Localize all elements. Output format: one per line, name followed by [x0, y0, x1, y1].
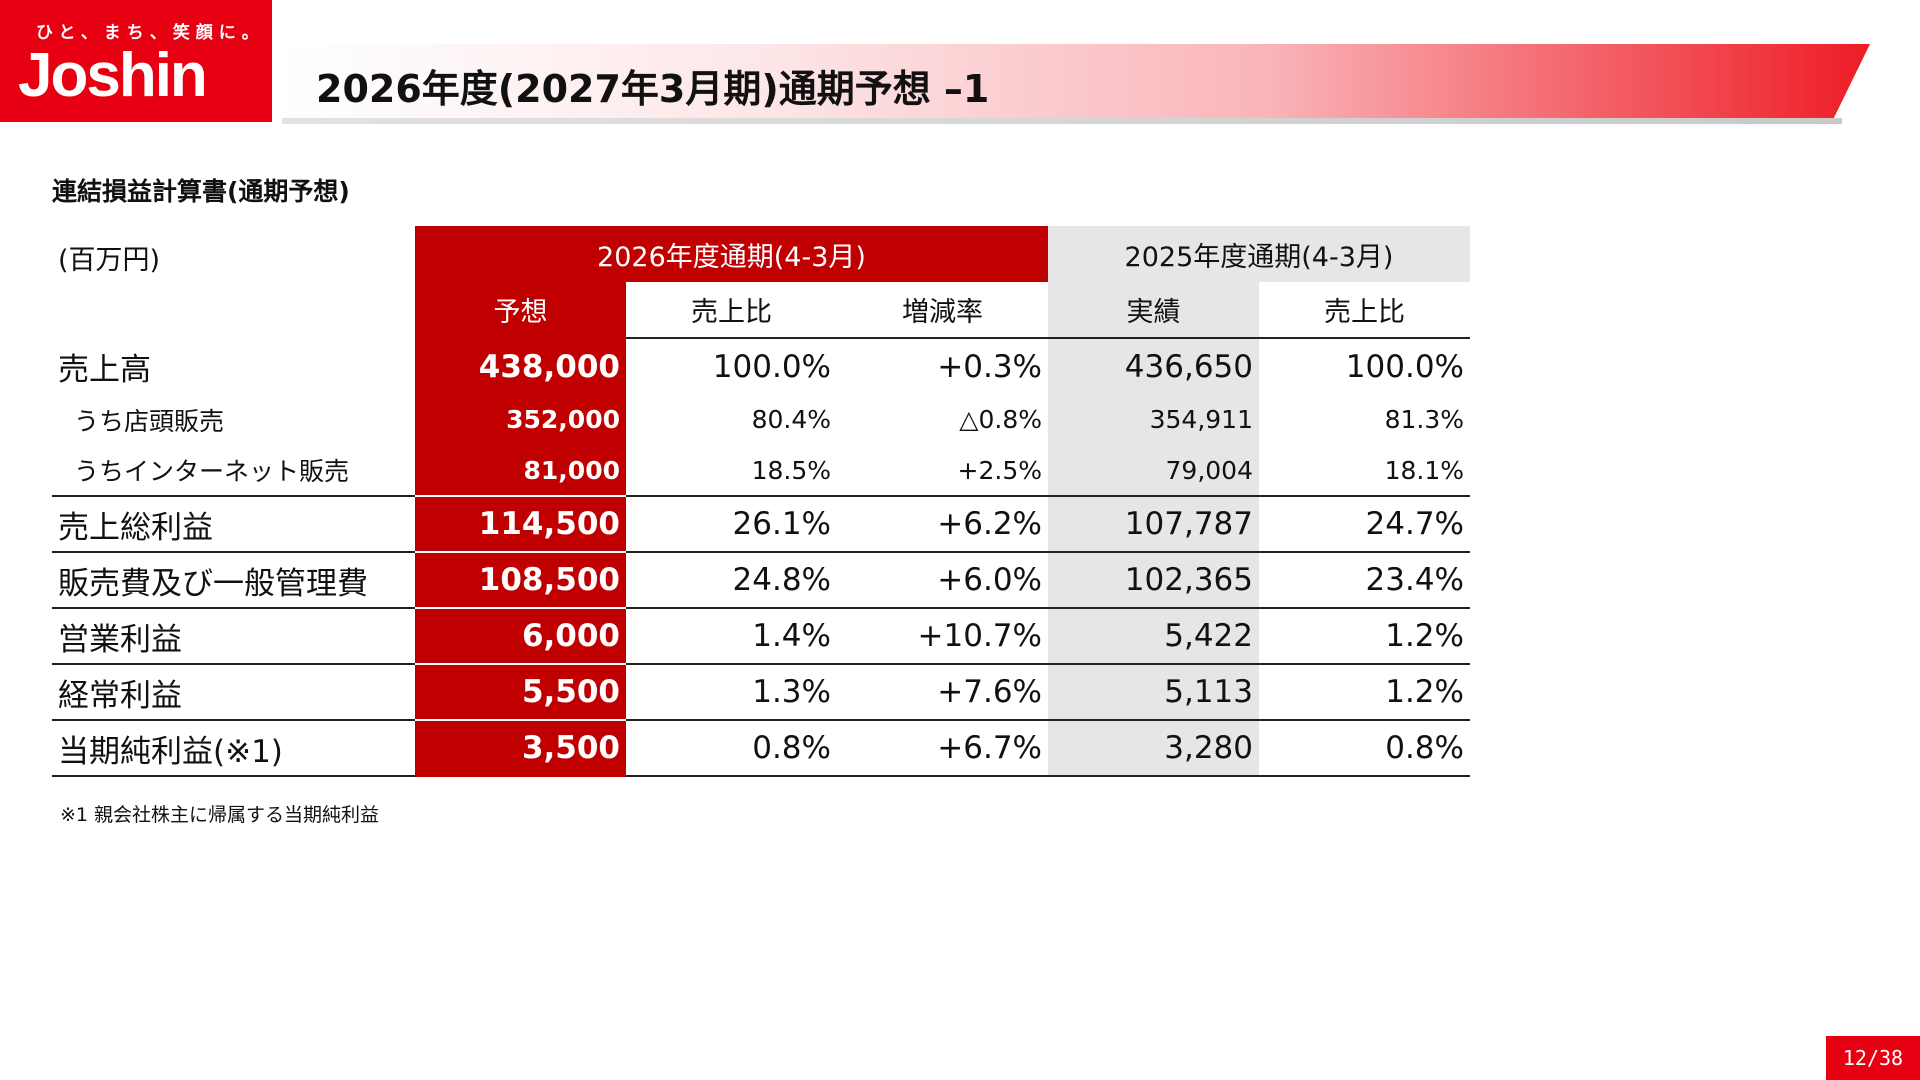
prev-ratio-value: 1.2% — [1259, 608, 1470, 665]
prev-ratio-value: 18.1% — [1259, 445, 1470, 497]
actual-value: 3,280 — [1048, 720, 1259, 777]
change-value: +7.6% — [837, 664, 1048, 721]
row-label: うち店頭販売 — [74, 406, 225, 436]
section-heading: 連結損益計算書(通期予想) — [52, 177, 350, 206]
col-header-forecast: 予想 — [415, 282, 626, 339]
prev-ratio-value: 1.2% — [1259, 664, 1470, 721]
prev-ratio-value: 24.7% — [1259, 496, 1470, 553]
actual-value: 102,365 — [1048, 552, 1259, 609]
table-row-internet-sales: うちインターネット販売 81,000 18.5% +2.5% 79,004 18… — [52, 445, 1470, 497]
prev-ratio-value: 81.3% — [1384, 405, 1464, 434]
table-row-gross-profit: 売上総利益 114,500 26.1% +6.2% 107,787 24.7% — [52, 496, 1470, 553]
change-value: +10.7% — [837, 608, 1048, 665]
ratio-value: 18.5% — [626, 445, 837, 497]
forecast-value: 352,000 — [415, 394, 626, 445]
ratio-value: 0.8% — [626, 720, 837, 777]
actual-value: 79,004 — [1048, 445, 1259, 497]
title-bar-shadow — [282, 118, 1842, 124]
actual-value: 354,911 — [1048, 394, 1259, 445]
row-label: 営業利益 — [52, 608, 415, 665]
forecast-value: 6,000 — [415, 608, 626, 665]
actual-value: 5,113 — [1048, 664, 1259, 721]
prev-ratio-value: 23.4% — [1259, 552, 1470, 609]
change-value: +6.0% — [837, 552, 1048, 609]
forecast-value: 108,500 — [415, 552, 626, 609]
table-row-store-sales: うち店頭販売 352,000 80.4% △0.8% 354,911 81.3% — [52, 394, 1470, 445]
forecast-value: 438,000 — [415, 338, 626, 394]
change-value: +6.7% — [837, 720, 1048, 777]
actual-value: 5,422 — [1048, 608, 1259, 665]
row-label: 経常利益 — [52, 664, 415, 721]
group-header-previous: 2025年度通期(4-3月) — [1048, 226, 1470, 282]
row-label: 当期純利益(※1) — [52, 720, 415, 777]
title-bar — [282, 44, 1870, 122]
row-label: 売上総利益 — [52, 496, 415, 553]
col-header-change: 増減率 — [837, 282, 1048, 339]
ratio-value: 100.0% — [712, 348, 831, 385]
ratio-value: 26.1% — [626, 496, 837, 553]
page-number: 12/38 — [1826, 1036, 1920, 1080]
table-row-net-income: 当期純利益(※1) 3,500 0.8% +6.7% 3,280 0.8% — [52, 720, 1470, 777]
change-value: △0.8% — [959, 405, 1042, 434]
table-row-ordinary-income: 経常利益 5,500 1.3% +7.6% 5,113 1.2% — [52, 664, 1470, 721]
unit-label: (百万円) — [58, 245, 161, 276]
table-row-sga-expenses: 販売費及び一般管理費 108,500 24.8% +6.0% 102,365 2… — [52, 552, 1470, 609]
table-row-net-sales: 売上高 438,000 100.0% +0.3% 436,650 100.0% — [52, 338, 1470, 394]
ratio-value: 24.8% — [626, 552, 837, 609]
forecast-value: 114,500 — [415, 496, 626, 553]
prev-ratio-value: 100.0% — [1345, 348, 1464, 385]
income-statement-table: (百万円) 2026年度通期(4-3月) 2025年度通期(4-3月) 予想 売… — [52, 226, 1470, 777]
footnote: ※1 親会社株主に帰属する当期純利益 — [60, 804, 380, 826]
row-label: 販売費及び一般管理費 — [52, 552, 415, 609]
change-value: +6.2% — [837, 496, 1048, 553]
actual-value: 107,787 — [1048, 496, 1259, 553]
forecast-value: 81,000 — [415, 445, 626, 497]
slide-title: 2026年度(2027年3月期)通期予想 –1 — [316, 67, 990, 111]
prev-ratio-value: 0.8% — [1259, 720, 1470, 777]
company-logo: ひと、まち、笑顔に。 Joshin — [0, 0, 272, 122]
col-header-actual: 実績 — [1048, 282, 1259, 339]
actual-value: 436,650 — [1048, 338, 1259, 394]
ratio-value: 80.4% — [751, 405, 831, 434]
change-value: +0.3% — [937, 348, 1042, 385]
forecast-value: 3,500 — [415, 720, 626, 777]
row-label: 売上高 — [58, 351, 151, 388]
logo-tagline: ひと、まち、笑顔に。 — [36, 23, 265, 43]
forecast-value: 5,500 — [415, 664, 626, 721]
ratio-value: 1.4% — [626, 608, 837, 665]
ratio-value: 1.3% — [626, 664, 837, 721]
group-header-current: 2026年度通期(4-3月) — [415, 226, 1048, 282]
col-header-ratio: 売上比 — [626, 282, 837, 339]
table-group-header-row: (百万円) 2026年度通期(4-3月) 2025年度通期(4-3月) — [52, 226, 1470, 282]
logo-name: Joshin — [18, 41, 208, 110]
row-label: うちインターネット販売 — [52, 445, 415, 497]
col-header-prev-ratio: 売上比 — [1259, 282, 1470, 339]
table-row-operating-income: 営業利益 6,000 1.4% +10.7% 5,422 1.2% — [52, 608, 1470, 665]
table-column-header-row: 予想 売上比 増減率 実績 売上比 — [52, 282, 1470, 339]
change-value: +2.5% — [837, 445, 1048, 497]
